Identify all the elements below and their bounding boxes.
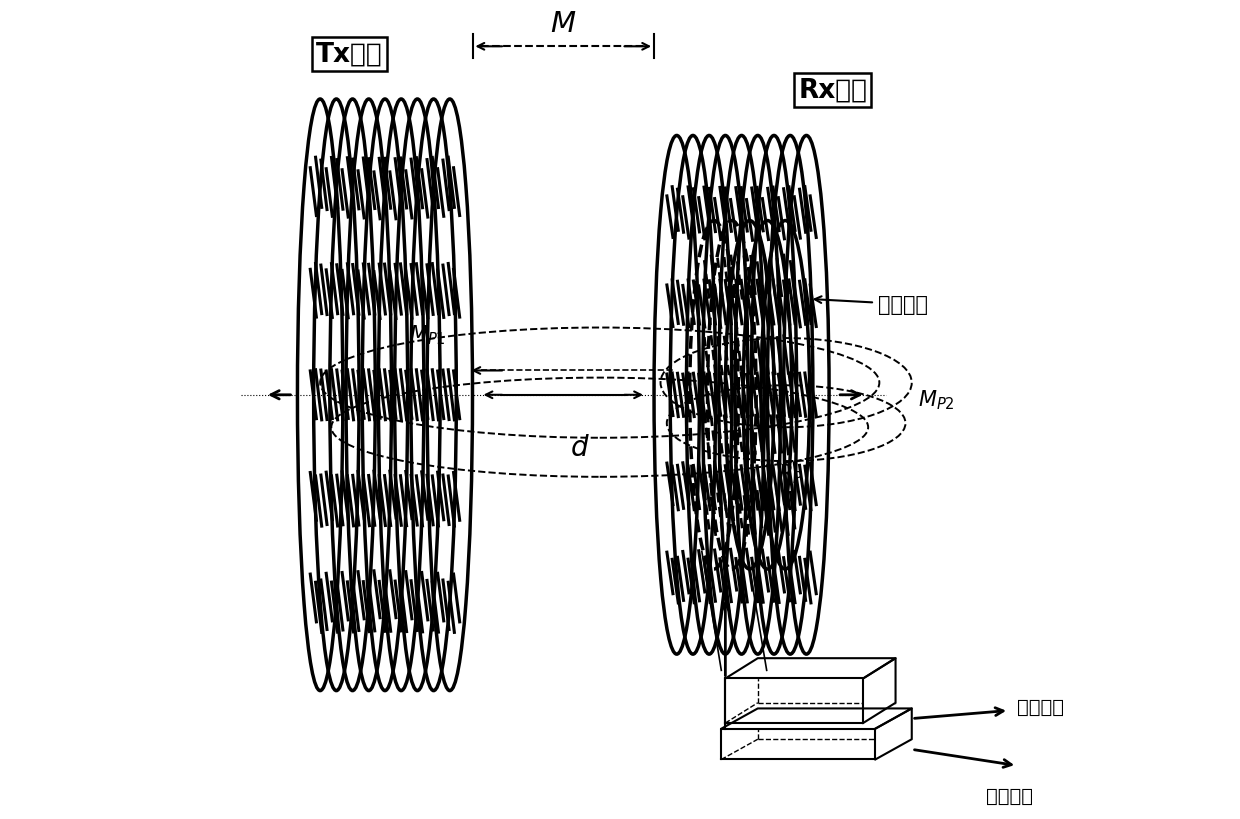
Polygon shape [875, 708, 911, 759]
Polygon shape [863, 658, 895, 723]
Text: $M_{P1}$: $M_{P1}$ [409, 324, 446, 346]
Text: 电压幅値: 电压幅値 [986, 786, 1033, 805]
Text: $M_{P2}$: $M_{P2}$ [919, 387, 955, 411]
Text: $M$: $M$ [551, 10, 577, 38]
Text: 探测线圈: 探测线圈 [815, 295, 928, 314]
Text: 电压相角: 电压相角 [1017, 697, 1064, 716]
Text: Rx线圈: Rx线圈 [799, 78, 867, 104]
Polygon shape [725, 658, 895, 679]
Text: Tx线圈: Tx线圈 [316, 42, 383, 67]
Text: $d$: $d$ [569, 434, 589, 462]
Polygon shape [722, 708, 911, 729]
Text: $R_{P}$: $R_{P}$ [777, 462, 804, 486]
